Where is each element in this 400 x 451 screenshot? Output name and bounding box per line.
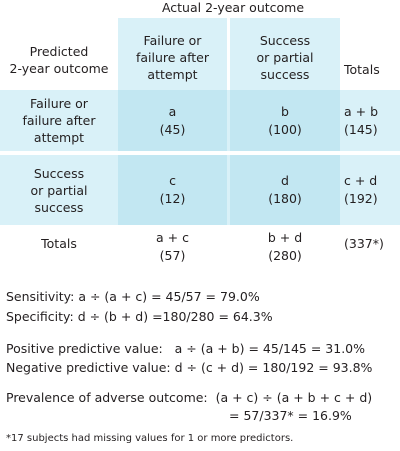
row-label-failure-line3: attempt <box>33 130 85 145</box>
cell-b-letter: b <box>281 103 289 119</box>
prevalence-line-2: = 57/337* = 16.9% <box>229 408 352 423</box>
col-header-failure: Failure or failure after attempt <box>118 18 227 96</box>
bottom-totals-label: Totals <box>41 236 77 251</box>
cell-d: d (180) <box>230 155 340 225</box>
cell-b: b (100) <box>230 90 340 151</box>
cell-d-letter: d <box>281 173 289 188</box>
col-total-success: b + d (280) <box>230 229 340 265</box>
row-total-success: c + d (192) <box>344 155 400 225</box>
row-label-success: Success or partial success <box>0 155 118 225</box>
cell-c: c (12) <box>118 155 227 225</box>
footnote: *17 subjects had missing values for 1 or… <box>6 433 294 444</box>
cell-d-value: (180) <box>268 191 302 206</box>
row-label-failure-line2: failure after <box>22 113 96 128</box>
predicted-header-line1: Predicted <box>29 44 89 59</box>
grand-total: (337*) <box>344 236 384 251</box>
row-label-failure: Failure or failure after attempt <box>0 90 118 151</box>
col-total-failure-formula: a + c <box>156 230 189 245</box>
col-header-failure-line3: attempt <box>147 66 198 82</box>
row-total-success-formula: c + d <box>344 173 378 188</box>
col-total-failure-value: (57) <box>159 248 186 263</box>
cell-a-letter: a <box>168 103 177 119</box>
cell-c-letter: c <box>169 173 176 188</box>
cell-b-value: (100) <box>268 121 302 137</box>
npv-line: Negative predictive value: d ÷ (c + d) =… <box>6 360 373 375</box>
col-header-failure-line2: failure after <box>135 49 210 65</box>
sensitivity-line: Sensitivity: a ÷ (a + c) = 45/57 = 79.0% <box>6 289 260 304</box>
col-header-success: Success or partial success <box>230 18 340 96</box>
predicted-outcome-header: Predicted 2-year outcome <box>0 40 118 80</box>
cell-a-value: (45) <box>159 121 186 137</box>
col-total-success-value: (280) <box>268 248 302 263</box>
prevalence-line-1: Prevalence of adverse outcome: (a + c) ÷… <box>6 390 373 405</box>
row-total-failure: a + b (145) <box>344 90 400 151</box>
row-label-success-line2: or partial <box>30 182 88 198</box>
cell-c-value: (12) <box>159 191 186 206</box>
col-total-failure: a + c (57) <box>118 229 227 265</box>
row-label-success-line3: success <box>34 199 84 215</box>
predicted-header-line2: 2-year outcome <box>9 61 109 76</box>
col-header-success-line2: or partial <box>256 49 314 65</box>
row-label-success-line1: Success <box>33 165 85 181</box>
cell-a: a (45) <box>118 90 227 151</box>
col-header-success-line1: Success <box>259 32 311 48</box>
actual-outcome-header: Actual 2-year outcome <box>161 0 305 15</box>
row-total-success-value: (192) <box>344 191 378 206</box>
row-total-failure-value: (145) <box>344 121 378 137</box>
col-header-success-line3: success <box>260 66 310 82</box>
row-label-failure-line1: Failure or <box>30 96 88 111</box>
totals-column-header: Totals <box>344 62 380 77</box>
ppv-line: Positive predictive value: a ÷ (a + b) =… <box>6 341 366 356</box>
row-total-failure-formula: a + b <box>344 103 379 119</box>
col-header-failure-line1: Failure or <box>143 32 202 48</box>
specificity-line: Specificity: d ÷ (b + d) =180/280 = 64.3… <box>6 309 273 324</box>
col-total-success-formula: b + d <box>267 230 303 245</box>
